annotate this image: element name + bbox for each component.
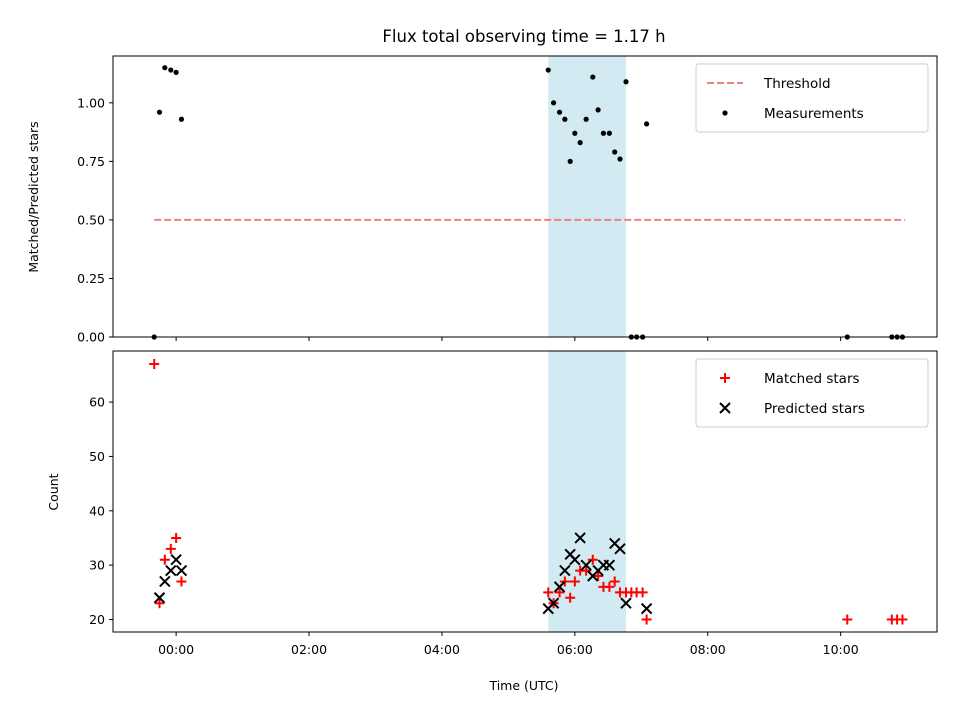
predicted-star-marker — [569, 554, 581, 566]
matched-star-marker — [897, 614, 908, 625]
matched-star-marker — [543, 587, 554, 598]
matched-star-marker — [587, 554, 598, 565]
matched-star-marker — [565, 592, 576, 603]
y-tick-label: 40 — [89, 503, 105, 518]
measurement-point — [583, 116, 589, 122]
measurement-point — [577, 140, 583, 146]
measurement-point — [623, 79, 629, 85]
matched-star-marker — [559, 576, 570, 587]
measurement-point — [562, 116, 568, 122]
predicted-star-marker — [614, 543, 626, 555]
predicted-star-marker — [165, 564, 177, 577]
y-tick-label: 1.00 — [77, 95, 105, 110]
measurement-point — [595, 107, 601, 113]
bottom-y-axis-label: Count — [46, 473, 61, 510]
panel-2-legend: Matched stars Predicted stars — [695, 358, 929, 428]
matched-star-marker — [171, 532, 182, 543]
matched-star-marker — [149, 359, 160, 370]
y-tick-label: 50 — [89, 449, 105, 464]
legend-entry-label: Measurements — [764, 106, 864, 122]
panel-1-frame — [112, 55, 938, 338]
measurement-point — [617, 156, 623, 162]
chart-title: Flux total observing time = 1.17 h — [382, 27, 665, 46]
series-predicted-stars — [153, 532, 653, 615]
legend-matched-swatch — [720, 373, 730, 383]
legend-entry-label: Threshold — [763, 76, 831, 92]
measurement-point — [178, 116, 185, 122]
predicted-star-marker — [603, 559, 616, 571]
x-tick-label: 02:00 — [291, 642, 327, 657]
matched-star-marker — [637, 587, 648, 598]
predicted-star-marker — [553, 581, 566, 593]
matched-star-marker — [176, 576, 187, 587]
matched-star-marker — [554, 587, 565, 598]
legend-box — [695, 63, 929, 133]
predicted-star-marker — [620, 597, 632, 609]
matched-star-marker — [159, 554, 170, 565]
x-tick-label: 10:00 — [823, 642, 859, 657]
matched-star-marker — [581, 565, 592, 576]
x-tick-label: 08:00 — [690, 642, 726, 657]
predicted-star-marker — [159, 575, 171, 588]
panel-1-legend: Threshold Measurements — [695, 63, 929, 133]
matched-star-marker — [569, 576, 580, 587]
predicted-star-marker — [574, 532, 586, 544]
measurement-point — [567, 158, 573, 164]
predicted-star-marker — [547, 597, 560, 609]
legend-measurement-swatch — [722, 110, 728, 116]
measurement-point — [162, 65, 168, 71]
legend-predicted-swatch — [719, 402, 731, 414]
x-tick-label: 06:00 — [557, 642, 593, 657]
y-tick-label: 30 — [89, 558, 105, 573]
matched-star-marker — [154, 598, 165, 609]
matched-star-marker — [165, 543, 176, 554]
matched-star-marker — [641, 614, 652, 625]
matched-star-marker — [609, 576, 620, 587]
legend-entry-label: Predicted stars — [764, 401, 865, 417]
predicted-star-marker — [170, 554, 182, 566]
observing-window-band — [548, 56, 627, 337]
measurement-point — [612, 149, 618, 155]
predicted-star-marker — [559, 564, 571, 577]
y-tick-label: 0.25 — [77, 271, 105, 286]
measurement-point — [606, 130, 612, 136]
measurement-point — [600, 130, 607, 136]
plot-layer: 0.00 0.25 0.50 0.75 1.00 Threshold Measurement… — [77, 55, 938, 657]
measurement-point — [572, 130, 578, 136]
y-tick-label: 0.75 — [77, 154, 105, 169]
y-tick-label: 20 — [89, 612, 105, 627]
measurement-point — [168, 67, 174, 73]
predicted-star-marker — [580, 559, 592, 571]
measurement-point — [590, 74, 596, 80]
measurement-point — [550, 100, 557, 106]
legend-box — [695, 358, 929, 428]
predicted-star-marker — [640, 602, 653, 615]
legend-entry-label: Matched stars — [764, 371, 860, 387]
x-tick-label: 04:00 — [424, 642, 460, 657]
top-y-axis-label: Matched/Predicted stars — [26, 121, 41, 272]
measurement-point — [173, 69, 179, 75]
predicted-star-marker — [153, 592, 166, 604]
y-tick-label: 60 — [89, 395, 105, 410]
y-tick-label: 0.50 — [77, 212, 105, 227]
measurement-point — [644, 121, 650, 127]
matched-star-marker — [604, 581, 615, 592]
matched-star-marker — [593, 571, 604, 582]
x-axis-label: Time (UTC) — [488, 678, 558, 693]
y-tick-label: 0.00 — [77, 330, 105, 345]
measurement-point — [556, 109, 563, 115]
matched-star-marker — [842, 614, 853, 625]
series-matched-stars — [149, 359, 908, 625]
x-tick-label: 00:00 — [158, 642, 194, 657]
panel-2-frame — [112, 350, 938, 633]
measurement-point — [156, 109, 163, 115]
predicted-star-marker — [175, 564, 188, 577]
measurement-point — [545, 67, 551, 73]
